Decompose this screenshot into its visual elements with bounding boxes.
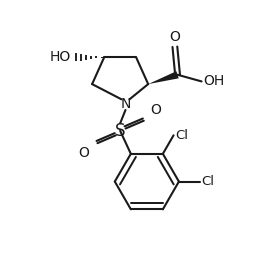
Text: O: O [78, 146, 89, 159]
Text: O: O [170, 30, 180, 44]
Text: Cl: Cl [175, 129, 188, 142]
Text: N: N [120, 97, 131, 111]
Text: Cl: Cl [202, 175, 215, 188]
Text: O: O [150, 103, 161, 117]
Text: OH: OH [203, 74, 224, 88]
Polygon shape [148, 71, 179, 84]
Text: HO: HO [50, 50, 71, 64]
Text: S: S [115, 122, 125, 140]
